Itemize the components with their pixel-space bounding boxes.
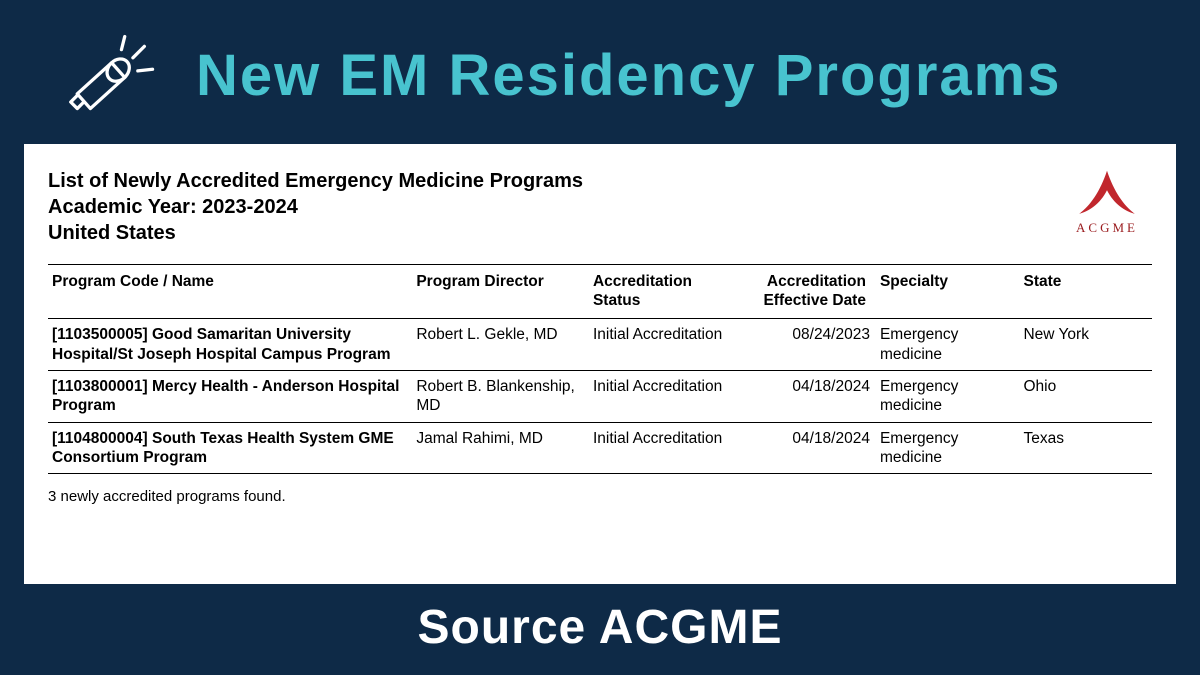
header-band: New EM Residency Programs [0, 0, 1200, 144]
table-row: [1103800001] Mercy Health - Anderson Hos… [48, 370, 1152, 422]
col-header-specialty: Specialty [876, 265, 1020, 319]
col-header-state: State [1019, 265, 1152, 319]
col-header-director: Program Director [412, 265, 589, 319]
col-header-status: Accreditation Status [589, 265, 744, 319]
card-title-line1: List of Newly Accredited Emergency Medic… [48, 168, 583, 194]
cell-state: New York [1019, 319, 1152, 371]
card-title-line2: Academic Year: 2023-2024 [48, 194, 583, 220]
footer-band: Source ACGME [0, 584, 1200, 675]
cell-status: Initial Accreditation [589, 370, 744, 422]
card-title-block: List of Newly Accredited Emergency Medic… [48, 168, 583, 246]
programs-header-row: Program Code / NameProgram DirectorAccre… [48, 265, 1152, 319]
cell-status: Initial Accreditation [589, 319, 744, 371]
cell-date: 04/18/2024 [744, 422, 876, 474]
cell-name: [1104800004] South Texas Health System G… [48, 422, 412, 474]
table-row: [1104800004] South Texas Health System G… [48, 422, 1152, 474]
cell-director: Jamal Rahimi, MD [412, 422, 589, 474]
programs-thead: Program Code / NameProgram DirectorAccre… [48, 265, 1152, 319]
acgme-logo-label: ACGME [1062, 220, 1152, 236]
card-header: List of Newly Accredited Emergency Medic… [48, 168, 1152, 246]
col-header-date: Accreditation Effective Date [744, 265, 876, 319]
programs-tbody: [1103500005] Good Samaritan University H… [48, 319, 1152, 474]
cell-director: Robert L. Gekle, MD [412, 319, 589, 371]
table-row: [1103500005] Good Samaritan University H… [48, 319, 1152, 371]
cell-date: 08/24/2023 [744, 319, 876, 371]
cell-name: [1103800001] Mercy Health - Anderson Hos… [48, 370, 412, 422]
cell-date: 04/18/2024 [744, 370, 876, 422]
cell-state: Ohio [1019, 370, 1152, 422]
acgme-logo-icon [1072, 168, 1142, 218]
footer-text: Source ACGME [0, 600, 1200, 655]
headline-text: New EM Residency Programs [196, 42, 1062, 109]
result-count-text: 3 newly accredited programs found. [48, 488, 1152, 505]
programs-table: Program Code / NameProgram DirectorAccre… [48, 264, 1152, 474]
cell-specialty: Emergency medicine [876, 319, 1020, 371]
cell-director: Robert B. Blankenship, MD [412, 370, 589, 422]
acgme-logo: ACGME [1062, 168, 1152, 236]
col-header-name: Program Code / Name [48, 265, 412, 319]
cell-state: Texas [1019, 422, 1152, 474]
cell-specialty: Emergency medicine [876, 370, 1020, 422]
cell-name: [1103500005] Good Samaritan University H… [48, 319, 412, 371]
megaphone-icon [60, 30, 160, 120]
card-title-line3: United States [48, 220, 583, 246]
cell-status: Initial Accreditation [589, 422, 744, 474]
content-card: List of Newly Accredited Emergency Medic… [24, 144, 1176, 584]
cell-specialty: Emergency medicine [876, 422, 1020, 474]
